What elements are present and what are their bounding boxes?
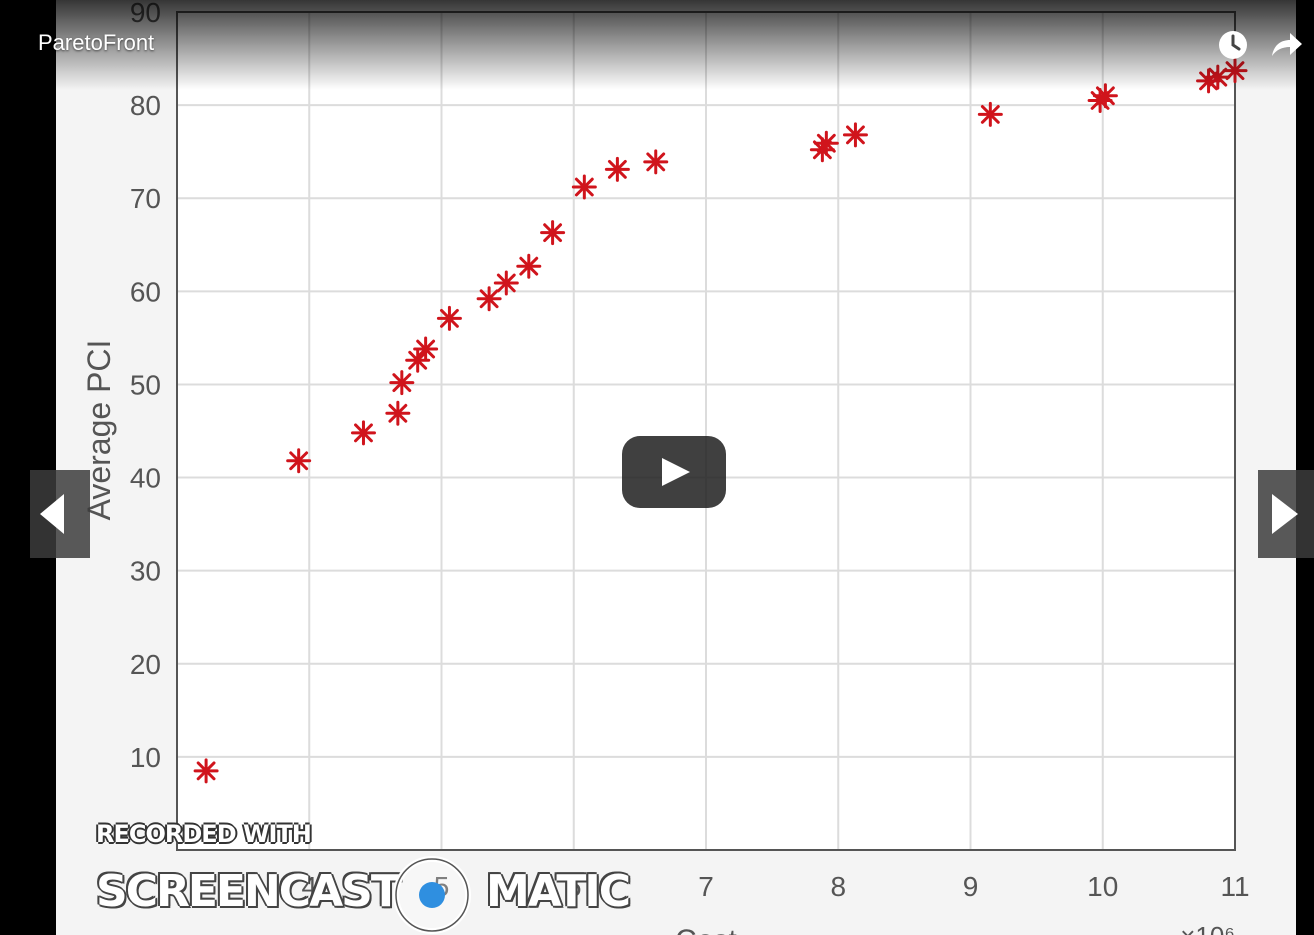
data-point (389, 370, 415, 396)
data-point (436, 305, 462, 331)
watermark-recorded-with: RECORDED WITH (96, 820, 312, 848)
y-tick-label: 10 (130, 742, 161, 773)
play-button[interactable] (622, 436, 726, 508)
y-tick-label: 20 (130, 649, 161, 680)
play-icon (662, 458, 690, 486)
previous-video-button[interactable] (30, 470, 90, 558)
x-tick-label: 3 (169, 871, 185, 902)
next-video-button[interactable] (1258, 470, 1314, 558)
y-tick-label: 80 (130, 90, 161, 121)
video-title[interactable]: ParetoFront (38, 30, 155, 55)
chevron-left-icon (40, 494, 64, 534)
data-point (350, 420, 376, 446)
y-tick-label: 40 (130, 463, 161, 494)
data-point (385, 400, 411, 426)
data-point (571, 174, 597, 200)
y-tick-label: 30 (130, 556, 161, 587)
x-tick-label: 9 (963, 871, 979, 902)
chevron-right-icon (1272, 494, 1298, 534)
data-point (286, 448, 312, 474)
x-exponent-label: ×10⁶ (1180, 921, 1235, 935)
data-point (1092, 83, 1118, 109)
data-point (604, 156, 630, 182)
x-tick-label: 11 (1220, 871, 1249, 902)
data-point (516, 253, 542, 279)
screencast-o-matic-logo-icon (393, 856, 471, 934)
x-tick-label: 4 (301, 871, 317, 902)
data-point (813, 130, 839, 156)
data-point (476, 286, 502, 312)
data-point (1222, 58, 1248, 84)
data-point (193, 758, 219, 784)
data-point (493, 270, 519, 296)
x-tick-label: 8 (830, 871, 846, 902)
share-arrow-icon[interactable] (1266, 28, 1306, 62)
y-tick-label: 90 (130, 0, 161, 28)
y-tick-label: 50 (130, 369, 161, 400)
data-point (977, 101, 1003, 127)
data-point (540, 220, 566, 246)
x-tick-label: 7 (698, 871, 714, 902)
data-point (842, 122, 868, 148)
clock-icon[interactable] (1216, 28, 1250, 62)
y-tick-label: 60 (130, 276, 161, 307)
x-axis-label: Cost (675, 924, 737, 935)
y-tick-label: 70 (130, 183, 161, 214)
x-tick-label: 6 (566, 871, 582, 902)
data-point (413, 336, 439, 362)
data-point (1196, 68, 1222, 94)
screencast-watermark: RECORDED WITH SCREENCAST MATIC (96, 818, 636, 934)
data-point (643, 149, 669, 175)
watermark-screencast: SCREENCAST (96, 866, 401, 917)
x-tick-label: 10 (1087, 871, 1118, 902)
watermark-matic: MATIC (486, 866, 631, 917)
